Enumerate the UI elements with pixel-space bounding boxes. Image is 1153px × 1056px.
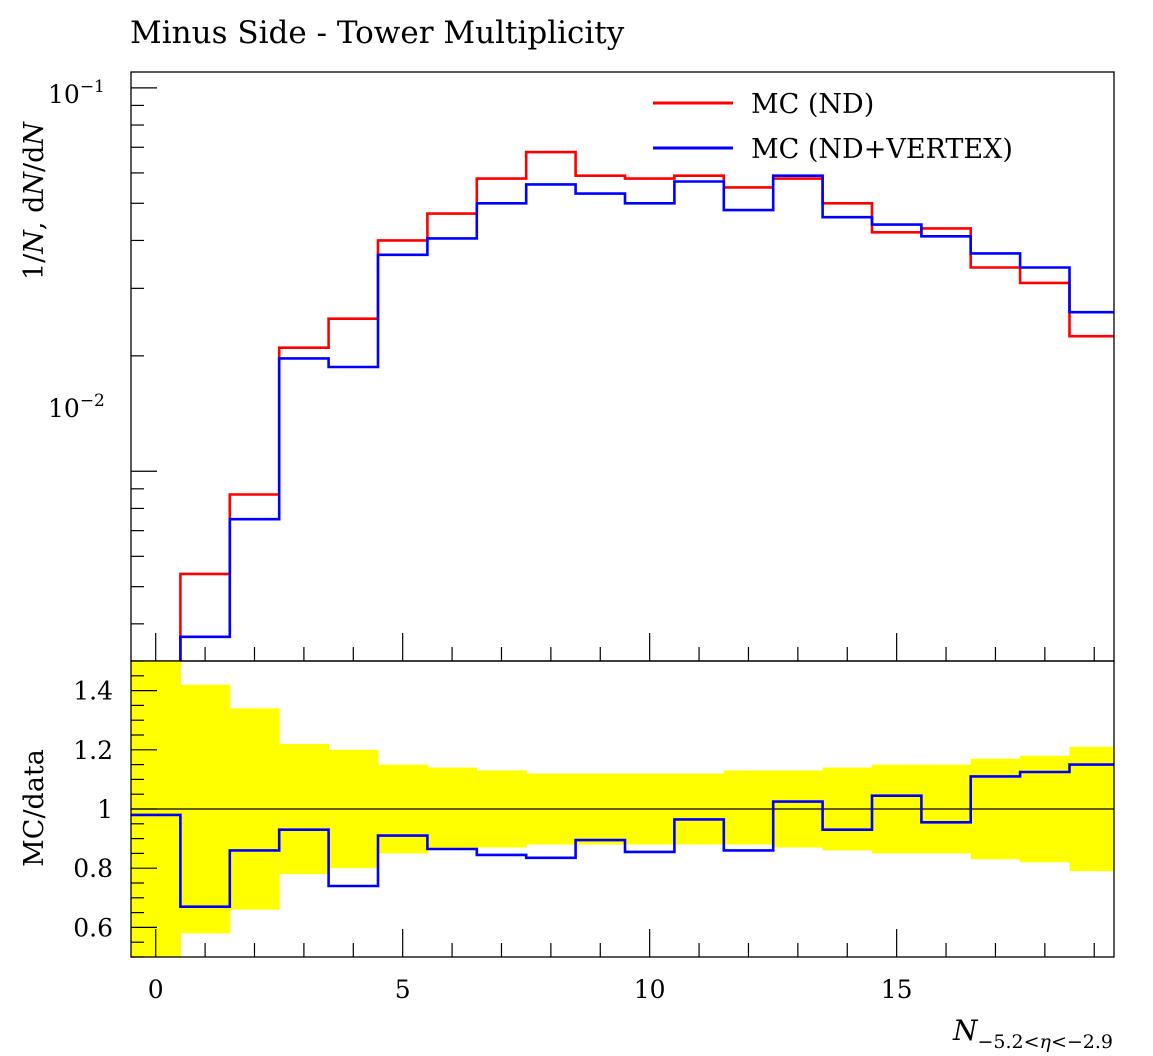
series-line-mc-nd [179,150,1114,661]
series-line-mc-nd-vertex [179,174,1114,661]
ytick-label-main-1: 10−2 [48,391,105,423]
ratio-panel: 0.6 0.8 1 1.2 1.4 0 5 10 15 MC/data N−5.2<η<−2.… [19,660,1115,1053]
ratio-ytick-label: 0.8 [73,854,113,883]
chart-title: Minus Side - Tower Multiplicity [130,15,625,51]
ytick-label-main-0: 10−1 [48,77,105,109]
ratio-ytick-label: 1.2 [73,736,113,765]
legend: MC (ND) MC (ND+VERTEX) [653,89,1013,165]
xtick-label: 15 [881,975,913,1004]
xtick-label: 0 [148,975,164,1004]
ratio-ytick-label: 1.4 [73,677,113,706]
xtick-label: 10 [634,975,666,1004]
legend-label-mc-nd: MC (ND) [751,89,874,120]
ratio-plot-frame [130,660,1115,958]
ratio-series-line [131,763,1114,908]
main-panel: 10−1 10−2 1/N, dN/dN MC (ND) MC (ND+VERT… [19,71,1115,662]
x-axis-label: N−5.2<η<−2.9 [952,1014,1113,1053]
xtick-label: 5 [395,975,411,1004]
main-y-axis-label: 1/N, dN/dN [19,121,50,280]
ratio-y-axis-label: MC/data [19,749,50,867]
uncertainty-band-bin [723,770,774,845]
ratio-ytick-label: 1 [97,795,113,824]
ratio-ytick-label: 0.6 [73,913,113,942]
legend-label-mc-nd-vertex: MC (ND+VERTEX) [751,134,1013,165]
